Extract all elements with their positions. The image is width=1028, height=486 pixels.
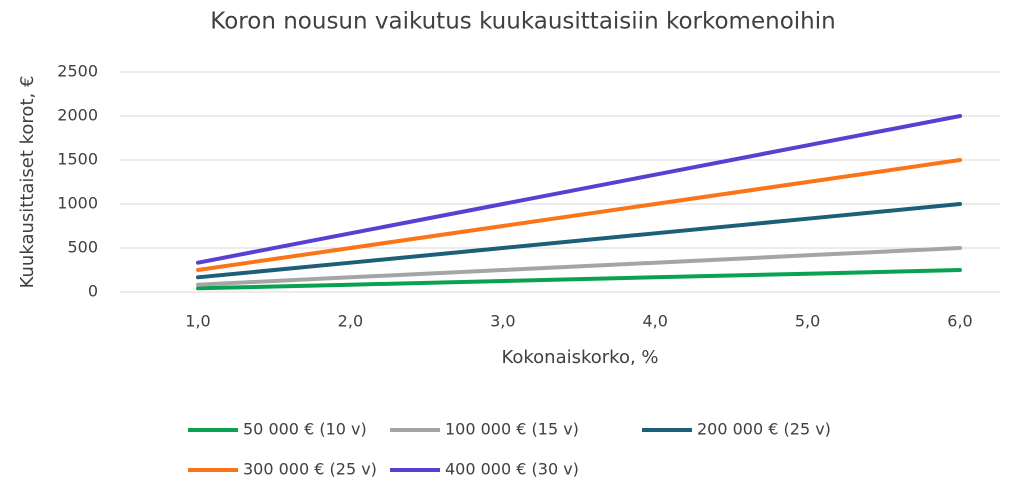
x-axis-title: Kokonaiskorko, % (501, 347, 658, 368)
legend-label: 50 000 € (10 v) (243, 420, 367, 439)
legend-label: 100 000 € (15 v) (445, 420, 579, 439)
y-tick-label: 2000 (57, 106, 98, 125)
legend-label: 200 000 € (25 v) (697, 420, 831, 439)
series-line (196, 114, 962, 265)
chart-title: Koron nousun vaikutus kuukausittaisiin k… (210, 9, 835, 35)
y-tick-label: 0 (88, 282, 98, 301)
x-tick-label: 4,0 (642, 312, 667, 331)
y-tick-label: 2500 (57, 62, 98, 81)
x-tick-label: 1,0 (185, 312, 210, 331)
y-tick-label: 1500 (57, 150, 98, 169)
series-line (196, 202, 962, 280)
x-tick-label: 2,0 (338, 312, 363, 331)
y-tick-label: 1000 (57, 194, 98, 213)
series-line (196, 246, 962, 287)
series-line (196, 268, 962, 291)
legend-label: 300 000 € (25 v) (243, 460, 377, 479)
x-tick-label: 6,0 (947, 312, 972, 331)
x-tick-label: 3,0 (490, 312, 515, 331)
x-tick-label: 5,0 (795, 312, 820, 331)
y-axis-title: Kuukausittaiset korot, € (17, 76, 38, 289)
series-line (196, 158, 962, 272)
legend-label: 400 000 € (30 v) (445, 460, 579, 479)
y-tick-label: 500 (67, 238, 98, 257)
